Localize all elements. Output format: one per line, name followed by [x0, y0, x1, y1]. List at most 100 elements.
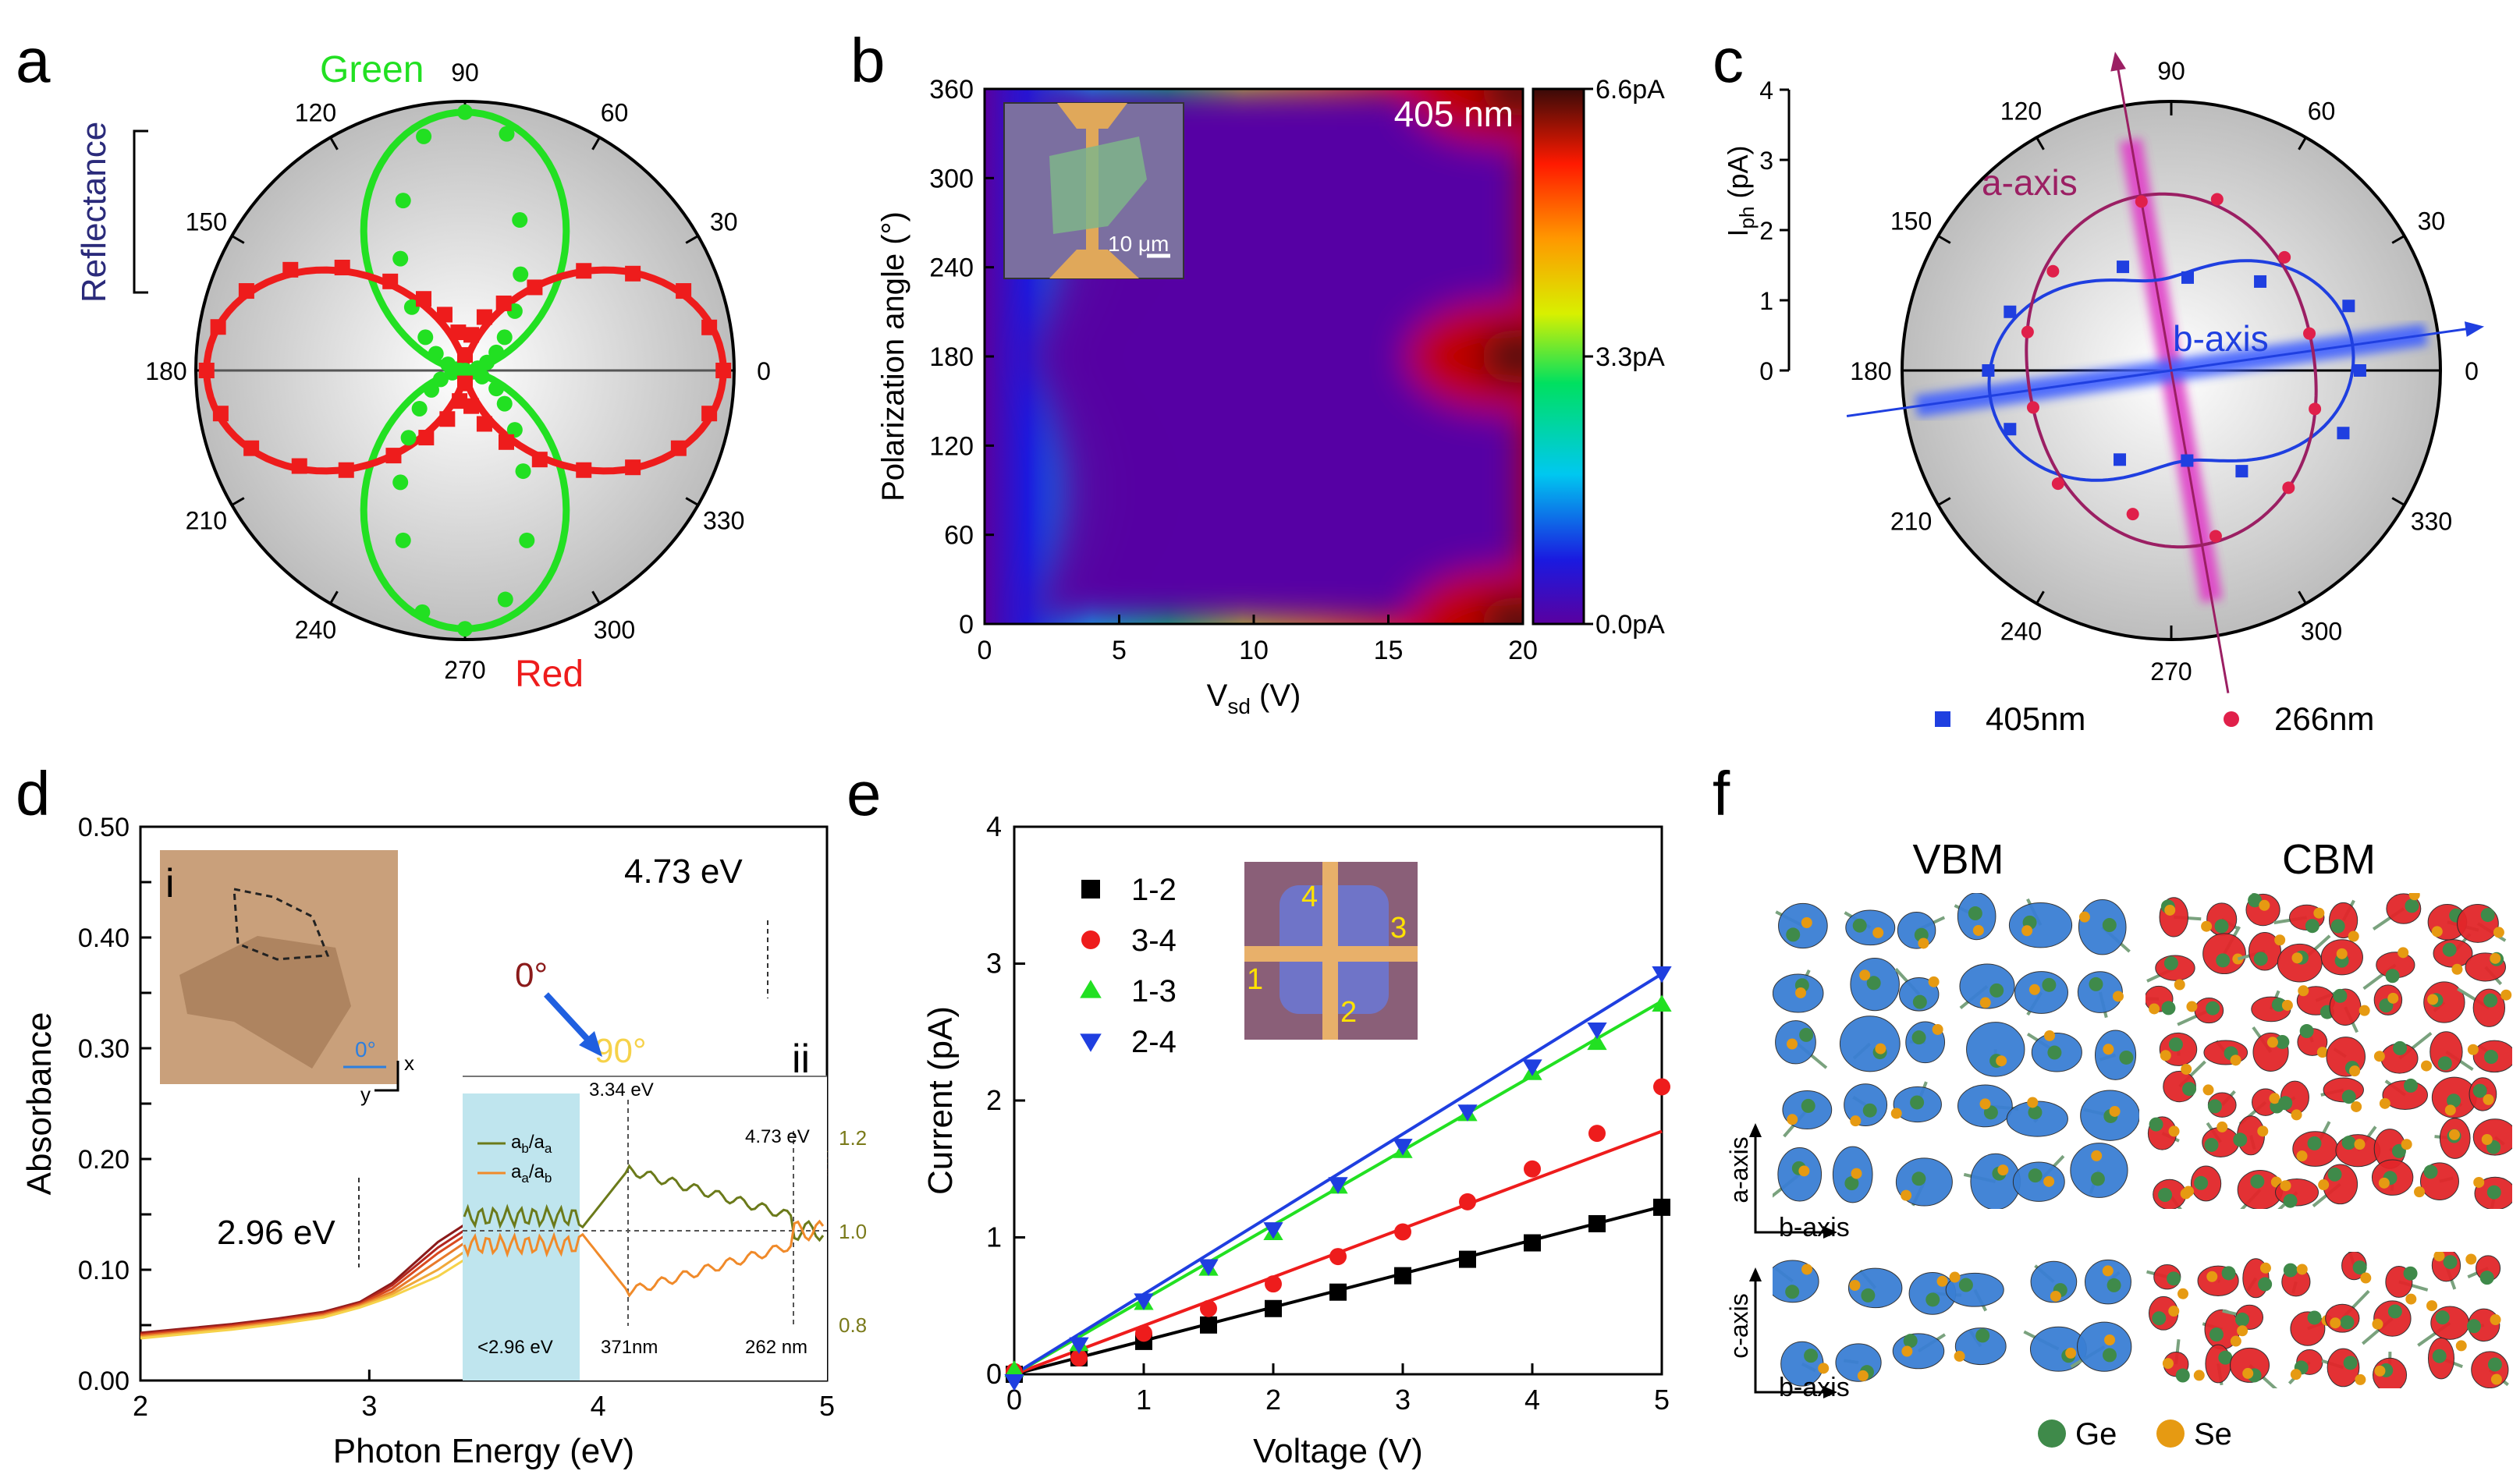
plot-e-x-tick-label: 2	[1265, 1384, 1281, 1416]
legend-marker-266nm	[2224, 711, 2239, 727]
data-point-1-2	[1653, 1198, 1670, 1216]
polar-c-angle-label: 270	[2150, 657, 2192, 686]
ge-atom	[1786, 927, 1801, 942]
ge-atom	[2483, 993, 2498, 1008]
data-point-266nm	[2135, 195, 2148, 208]
data-point-2-4	[1069, 1337, 1089, 1355]
ge-atom	[2028, 1105, 2043, 1120]
legend-marker-1-2	[1081, 880, 1100, 898]
se-atom	[2483, 1093, 2494, 1105]
se-atom	[2168, 1306, 2180, 1317]
se-atom	[2103, 1044, 2114, 1055]
ge-atom	[2330, 919, 2345, 934]
ge-atom	[2107, 1278, 2121, 1292]
polar-a-angle-label: 60	[601, 98, 629, 126]
se-atom	[2274, 934, 2286, 946]
data-point-2-4	[1004, 1373, 1024, 1391]
se-atom	[2078, 911, 2090, 923]
polar-a-angle-label: 120	[295, 98, 336, 126]
isosurface-lobe	[2430, 1306, 2470, 1340]
se-atom	[2290, 1369, 2302, 1381]
data-point-red	[457, 347, 473, 363]
polar-c-tick	[1937, 235, 1951, 244]
inset-ii-annotation-262: 262 nm	[745, 1337, 807, 1358]
ge-atom	[2435, 1310, 2450, 1325]
data-point-266nm	[2046, 264, 2060, 278]
colorbar-tick-label: 0.0pA	[1595, 610, 1665, 640]
panel-d-line-chart: 2 3 4 50.000.100.200.300.400.50 Absorbance …	[20, 813, 867, 1470]
se-atom	[2237, 1325, 2248, 1337]
data-point-red	[701, 406, 718, 422]
ge-atom	[2275, 1034, 2290, 1049]
legend-marker-1-3	[1080, 980, 1102, 998]
polar-c-tick	[2036, 590, 2045, 604]
inset-i-axis-corner	[374, 1061, 399, 1092]
ge-atom	[2207, 1099, 2222, 1114]
ge-atom	[1801, 1098, 1815, 1113]
ge-atom	[2042, 977, 2057, 992]
plot-e-x-tick-label: 5	[1654, 1384, 1670, 1416]
se-atom	[2490, 1373, 2502, 1385]
se-atom	[2027, 1097, 2039, 1108]
data-point-266nm	[2303, 327, 2316, 340]
polar-c-tick	[2391, 235, 2405, 244]
se-atom	[1997, 1164, 2009, 1176]
ge-atom	[2209, 1327, 2224, 1342]
data-point-green	[432, 371, 449, 388]
legend-label-266nm: 266nm	[2274, 700, 2374, 737]
se-atom	[2387, 992, 2399, 1004]
legend-label-3-4: 3-4	[1131, 923, 1177, 958]
data-point-green	[428, 346, 444, 362]
data-point-red	[450, 324, 467, 341]
data-point-266nm	[2278, 250, 2291, 264]
ge-atom	[2341, 1090, 2356, 1104]
panel-e-scatter-chart: 0 1 2 3 4 5 0 1 2 3 4 1-2 3-4 1-3 2-4 Current (pA) Vo…	[921, 810, 1672, 1470]
plot-e-x-tick-label: 3	[1395, 1384, 1411, 1416]
data-point-3-4	[1394, 1223, 1411, 1241]
ge-atom	[2167, 1271, 2181, 1286]
annotation-0deg: 0°	[515, 956, 548, 994]
polar-c-angle-label: 210	[1890, 508, 1932, 536]
inset-device-label-2: 2	[1340, 996, 1357, 1029]
se-atom	[2374, 1365, 2386, 1377]
data-point-red	[527, 279, 543, 296]
heatmap-x-tick-label: 0	[978, 636, 992, 665]
se-atom	[2202, 1084, 2214, 1096]
cbm-title: CBM	[2282, 836, 2376, 883]
ge-atom	[1911, 1030, 1926, 1045]
se-atom	[1996, 1055, 2007, 1067]
radial-axis-tick-label: 4	[1759, 76, 1773, 105]
se-atom	[1798, 1165, 1810, 1177]
data-point-red	[416, 291, 432, 307]
se-atom	[2021, 925, 2033, 937]
ge-atom	[2278, 1096, 2293, 1111]
plot-e-y-tick-label: 2	[986, 1084, 1002, 1116]
data-point-green	[416, 128, 432, 144]
polar-a-tick	[329, 136, 339, 151]
data-point-green	[474, 368, 490, 385]
data-point-red	[282, 261, 299, 278]
ge-atom	[2214, 919, 2229, 934]
ge-atom	[1903, 1334, 1918, 1349]
se-atom	[1801, 917, 1812, 929]
ge-atom	[2258, 1277, 2273, 1292]
data-point-red	[498, 434, 514, 450]
data-point-green	[423, 381, 439, 398]
heatmap-y-tick-label: 180	[929, 342, 974, 372]
plot-d-x-tick-label: 5	[819, 1390, 835, 1422]
isosurface-lobe	[2078, 899, 2127, 955]
data-point-3-4	[1070, 1349, 1088, 1366]
se-atom	[2426, 1300, 2438, 1312]
data-point-red	[334, 260, 350, 276]
annotation-arrow	[544, 992, 595, 1047]
ge-atom	[1785, 1285, 1800, 1299]
data-point-405nm	[2117, 261, 2130, 274]
plot-e-y-tick-label: 4	[986, 810, 1002, 842]
isosurface-lobe	[1892, 1333, 1945, 1370]
isosurface-lobe	[2008, 902, 2073, 948]
isosurface-lobe	[1844, 1083, 1888, 1127]
data-point-3-4	[1588, 1125, 1606, 1143]
panel-label-b: b	[850, 26, 886, 95]
a-axis-label: a-axis	[1982, 162, 2078, 203]
ge-atom	[2218, 1350, 2233, 1365]
